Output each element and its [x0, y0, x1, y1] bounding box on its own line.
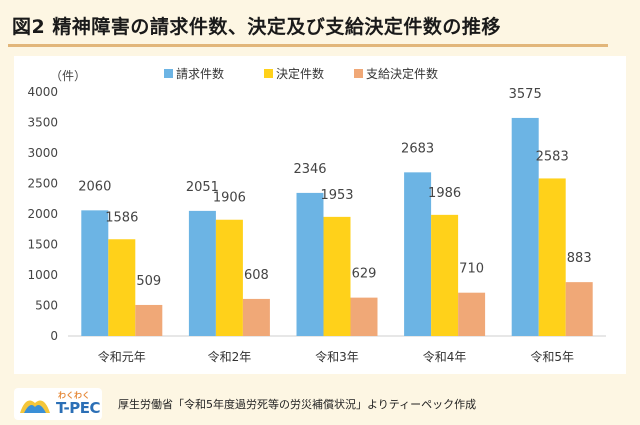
y-tick-label: 500 [35, 299, 58, 313]
bar [242, 298, 270, 336]
data-label: 2683 [401, 141, 434, 156]
bar [565, 282, 593, 336]
bar [188, 210, 216, 336]
y-tick-label: 0 [50, 329, 58, 343]
legend-swatch [354, 69, 363, 78]
data-label: 608 [244, 268, 269, 283]
y-tick-label: 3500 [27, 116, 58, 130]
data-label: 2346 [293, 162, 326, 177]
legend-label: 請求件数 [176, 66, 224, 81]
bar [135, 304, 163, 336]
chart-panel: （件） 0 500 1000 1500 2000 2500 3000 3500 4000 請求件数 決… [14, 56, 626, 374]
bar [511, 117, 539, 336]
logo-small-text: わくわく [58, 391, 90, 400]
bar [431, 214, 459, 336]
y-unit-label: （件） [50, 69, 86, 83]
bar [404, 172, 432, 336]
bar [458, 292, 486, 336]
logo-main-text: T-PEC [56, 399, 101, 417]
data-label: 2051 [186, 180, 219, 195]
data-label: 509 [136, 274, 161, 289]
title-underline [8, 44, 608, 47]
legend-label: 支給決定件数 [366, 66, 438, 81]
y-tick-label: 1000 [27, 268, 58, 282]
data-label: 2060 [78, 179, 111, 194]
x-tick-label: 令和3年 [315, 349, 359, 364]
bar [323, 216, 351, 336]
x-tick-label: 令和元年 [98, 349, 146, 364]
bar [81, 210, 109, 336]
bar [538, 178, 566, 336]
data-label: 1586 [105, 210, 138, 225]
data-label: 1953 [320, 188, 353, 203]
y-tick-label: 2000 [27, 207, 58, 221]
logo-mark-icon [20, 400, 50, 413]
bar [108, 239, 136, 336]
data-label: 3575 [509, 87, 542, 102]
legend-swatch [264, 69, 273, 78]
legend-label: 決定件数 [276, 66, 324, 81]
x-tick-label: 令和4年 [423, 349, 467, 364]
y-tick-label: 3000 [27, 146, 58, 160]
x-tick-label: 令和2年 [208, 349, 252, 364]
source-note: 厚生労働省「令和5年度過労死等の労災補償状況」よりティーペック作成 [118, 398, 477, 411]
bar [350, 297, 378, 336]
logo: わくわく T-PEC [14, 388, 102, 420]
page-title: 図2 精神障害の請求件数、決定及び支給決定件数の推移 [12, 16, 501, 38]
data-label: 1986 [428, 186, 461, 201]
data-label: 629 [352, 267, 377, 282]
data-label: 1906 [213, 191, 246, 206]
y-tick-label: 2500 [27, 177, 58, 191]
bar-chart: （件） 0 500 1000 1500 2000 2500 3000 3500 4000 請求件数 決… [27, 66, 606, 364]
data-label: 2583 [536, 149, 569, 164]
y-tick-label: 4000 [27, 85, 58, 99]
legend-swatch [164, 69, 173, 78]
data-label: 883 [567, 251, 592, 266]
y-tick-label: 1500 [27, 238, 58, 252]
x-tick-label: 令和5年 [530, 349, 574, 364]
title-bar: 図2 精神障害の請求件数、決定及び支給決定件数の推移 [0, 0, 640, 48]
data-label: 710 [459, 262, 484, 277]
bar [215, 219, 243, 336]
footer: わくわく T-PEC 厚生労働省「令和5年度過労死等の労災補償状況」よりティーペ… [0, 380, 640, 425]
bar [296, 192, 324, 336]
